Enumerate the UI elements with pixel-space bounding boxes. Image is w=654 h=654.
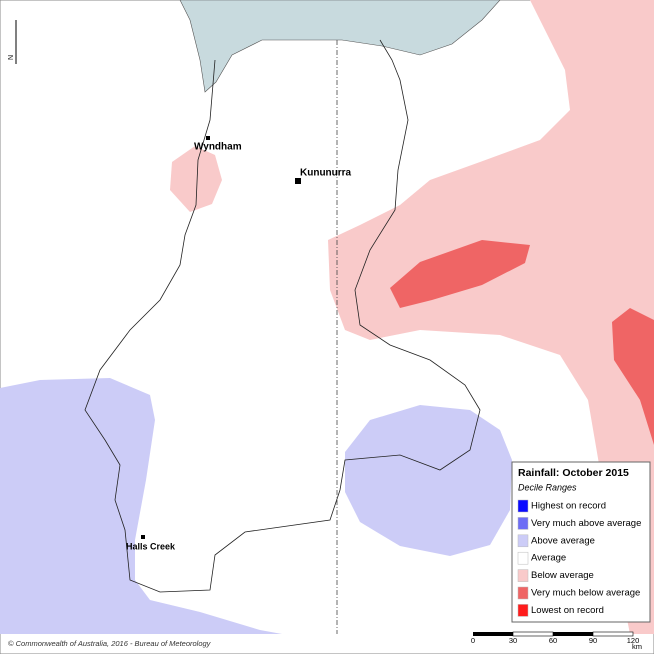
legend-label: Very much above average: [531, 518, 641, 529]
scale-label: 120: [627, 636, 640, 645]
scale-bar: [473, 632, 513, 636]
legend-box: [511, 461, 651, 623]
north-label: N: [8, 55, 15, 60]
scale-label: 60: [549, 636, 557, 645]
legend-swatch: [517, 604, 529, 617]
legend-label: Highest on record: [531, 501, 606, 512]
legend-swatch: [517, 534, 529, 548]
very-much-below-region: [612, 308, 654, 445]
scale-bar: [512, 631, 554, 637]
catchment-boundary: [84, 39, 481, 593]
legend-subtitle: Decile Ranges: [518, 482, 577, 492]
scale-unit: km: [632, 642, 642, 651]
legend-label: Above average: [531, 535, 595, 546]
below-average-region: [170, 146, 222, 212]
scale-label: 30: [509, 636, 517, 645]
legend-title: Rainfall: October 2015: [518, 467, 629, 479]
legend-label: Very much below average: [531, 588, 640, 599]
town-marker: [206, 136, 210, 140]
scale-bar: [592, 631, 634, 637]
scale-bar: [553, 632, 593, 636]
legend-label: Below average: [531, 570, 594, 581]
very-much-below-region: [390, 240, 530, 308]
legend-swatch: [517, 517, 529, 530]
town-marker: [141, 535, 145, 539]
below-average-region: [328, 0, 654, 634]
legend-swatch: [517, 499, 529, 513]
legend-swatch: [517, 551, 529, 565]
above-average-region: [0, 378, 282, 634]
place-label: Kununurra: [300, 168, 352, 179]
place-label: Halls Creek: [126, 541, 176, 551]
legend-swatch: [517, 586, 529, 600]
scale-label: 0: [471, 636, 475, 645]
above-average-region: [345, 405, 512, 556]
legend-swatch: [517, 569, 529, 582]
place-label: Wyndham: [194, 142, 242, 153]
legend-label: Average: [531, 553, 566, 564]
scale-label: 90: [589, 636, 597, 645]
credit: © Commonwealth of Australia, 2016 - Bure…: [8, 639, 212, 648]
town-marker: [295, 178, 301, 184]
legend-label: Lowest on record: [531, 605, 604, 616]
sea: [179, 0, 501, 93]
